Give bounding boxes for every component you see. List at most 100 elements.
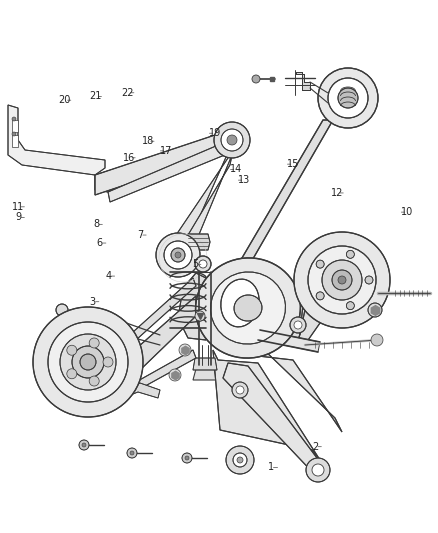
Text: 13: 13 <box>238 175 251 185</box>
Circle shape <box>365 276 373 284</box>
Circle shape <box>252 75 260 83</box>
Circle shape <box>371 334 383 346</box>
Text: 1: 1 <box>268 463 274 472</box>
Polygon shape <box>128 383 160 398</box>
Circle shape <box>195 311 205 321</box>
Polygon shape <box>298 295 306 343</box>
Polygon shape <box>258 346 342 432</box>
Polygon shape <box>373 283 380 303</box>
Circle shape <box>346 302 354 310</box>
Text: 15: 15 <box>287 159 300 169</box>
Ellipse shape <box>196 258 300 358</box>
Polygon shape <box>193 365 217 380</box>
Circle shape <box>185 456 189 460</box>
Polygon shape <box>136 350 196 390</box>
Circle shape <box>308 246 376 314</box>
Circle shape <box>218 282 238 302</box>
Polygon shape <box>258 330 320 352</box>
Polygon shape <box>133 278 196 340</box>
Polygon shape <box>12 120 18 132</box>
Circle shape <box>338 276 346 284</box>
Text: 11: 11 <box>12 202 25 212</box>
Circle shape <box>306 458 330 482</box>
Polygon shape <box>300 268 304 306</box>
Ellipse shape <box>221 279 259 327</box>
Polygon shape <box>222 120 333 292</box>
Polygon shape <box>170 155 232 265</box>
Text: 7: 7 <box>137 230 143 240</box>
Circle shape <box>232 382 248 398</box>
Circle shape <box>294 321 302 329</box>
Circle shape <box>56 304 68 316</box>
Polygon shape <box>138 296 196 372</box>
Circle shape <box>312 464 324 476</box>
Circle shape <box>80 354 96 370</box>
Polygon shape <box>12 135 18 147</box>
Circle shape <box>290 317 306 333</box>
Circle shape <box>226 446 254 474</box>
Circle shape <box>338 88 358 108</box>
Circle shape <box>316 260 324 268</box>
Polygon shape <box>168 148 230 247</box>
Polygon shape <box>186 234 210 250</box>
Text: 14: 14 <box>230 165 243 174</box>
Circle shape <box>82 443 86 447</box>
Polygon shape <box>193 358 217 370</box>
Polygon shape <box>95 130 230 195</box>
Polygon shape <box>195 306 205 314</box>
Text: 9: 9 <box>15 213 21 222</box>
Text: 5: 5 <box>192 260 198 269</box>
Circle shape <box>12 117 16 121</box>
Ellipse shape <box>211 272 286 344</box>
Circle shape <box>179 344 191 356</box>
Circle shape <box>223 287 233 297</box>
Text: 21: 21 <box>89 92 102 101</box>
Circle shape <box>130 451 134 455</box>
Circle shape <box>72 346 104 378</box>
Circle shape <box>60 334 116 390</box>
Circle shape <box>316 292 324 300</box>
Polygon shape <box>108 140 232 202</box>
Circle shape <box>199 260 207 268</box>
Circle shape <box>346 251 354 259</box>
Polygon shape <box>8 105 105 175</box>
Circle shape <box>237 457 243 463</box>
Circle shape <box>227 135 237 145</box>
Text: 4: 4 <box>106 271 112 281</box>
Polygon shape <box>284 283 320 343</box>
Circle shape <box>214 122 250 158</box>
Circle shape <box>322 260 362 300</box>
Text: 10: 10 <box>401 207 413 217</box>
Circle shape <box>368 303 382 317</box>
Circle shape <box>164 241 192 269</box>
Text: 8: 8 <box>93 220 99 229</box>
Polygon shape <box>95 168 130 192</box>
Text: 17: 17 <box>160 146 173 156</box>
Circle shape <box>372 307 378 313</box>
Text: 20: 20 <box>59 95 71 105</box>
Circle shape <box>221 129 243 151</box>
Circle shape <box>89 376 99 386</box>
Circle shape <box>294 232 390 328</box>
Text: 3: 3 <box>90 297 96 306</box>
Text: 22: 22 <box>122 88 134 98</box>
Circle shape <box>233 453 247 467</box>
Ellipse shape <box>234 295 262 321</box>
Text: 12: 12 <box>331 188 343 198</box>
Circle shape <box>195 256 211 272</box>
Text: 19: 19 <box>209 128 222 138</box>
Text: 6: 6 <box>97 238 103 248</box>
Circle shape <box>318 68 378 128</box>
Circle shape <box>67 345 77 355</box>
Circle shape <box>33 307 143 417</box>
Text: 18: 18 <box>142 136 154 146</box>
Circle shape <box>127 448 137 458</box>
Circle shape <box>48 322 128 402</box>
Circle shape <box>169 369 181 381</box>
Circle shape <box>328 78 368 118</box>
Circle shape <box>236 386 244 394</box>
Circle shape <box>156 233 200 277</box>
Circle shape <box>175 252 181 258</box>
Circle shape <box>12 132 16 136</box>
Polygon shape <box>223 363 320 478</box>
